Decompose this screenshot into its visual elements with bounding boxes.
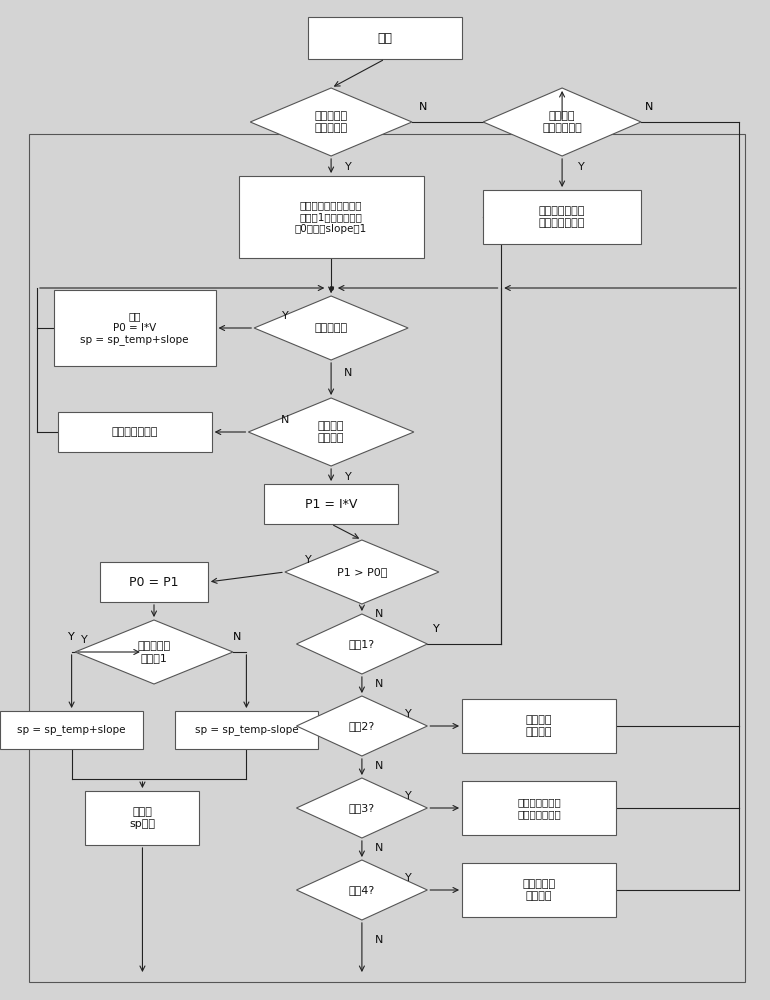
Text: P1 > P0？: P1 > P0？	[336, 567, 387, 577]
FancyBboxPatch shape	[239, 176, 424, 258]
Text: N: N	[375, 935, 383, 945]
Text: Y: Y	[405, 791, 411, 801]
Text: P0 = P1: P0 = P1	[129, 576, 179, 588]
Text: 直通
P0 = I*V
sp = sp_temp+slope: 直通 P0 = I*V sp = sp_temp+slope	[81, 311, 189, 345]
FancyBboxPatch shape	[100, 562, 208, 602]
Text: 直通情况？: 直通情况？	[314, 323, 348, 333]
Text: Y: Y	[82, 635, 88, 645]
Text: Y: Y	[578, 162, 584, 172]
FancyBboxPatch shape	[462, 699, 616, 753]
Polygon shape	[285, 540, 439, 604]
Text: N: N	[375, 843, 383, 853]
FancyBboxPatch shape	[29, 134, 745, 982]
Text: sp = sp_temp+slope: sp = sp_temp+slope	[18, 725, 126, 735]
Polygon shape	[296, 778, 427, 838]
Text: N: N	[375, 609, 383, 619]
Text: 最大功率点找到
保存此时的功率: 最大功率点找到 保存此时的功率	[539, 206, 585, 228]
Polygon shape	[484, 88, 641, 156]
Polygon shape	[296, 696, 427, 756]
Text: 条件2?: 条件2?	[349, 721, 375, 731]
Polygon shape	[296, 614, 427, 674]
FancyBboxPatch shape	[484, 190, 641, 244]
Text: Y: Y	[282, 311, 288, 321]
Text: Y: Y	[345, 162, 351, 172]
Text: N: N	[375, 761, 383, 771]
Text: Y: Y	[305, 555, 311, 565]
FancyBboxPatch shape	[85, 791, 199, 845]
Text: N: N	[281, 415, 289, 425]
Text: 升压不成功
尝试降压: 升压不成功 尝试降压	[522, 879, 556, 901]
Text: 升压或降
压情况？: 升压或降 压情况？	[318, 421, 344, 443]
Text: 输入: 输入	[377, 31, 393, 44]
Text: Y: Y	[68, 632, 75, 642]
Text: 工作点
sp输出: 工作点 sp输出	[129, 807, 156, 829]
FancyBboxPatch shape	[462, 863, 616, 917]
FancyBboxPatch shape	[1, 711, 143, 749]
Text: N: N	[344, 368, 352, 378]
Polygon shape	[75, 620, 233, 684]
Text: P1 = I*V: P1 = I*V	[305, 497, 357, 510]
Text: 升压标志位
是否为1: 升压标志位 是否为1	[137, 641, 171, 663]
Polygon shape	[248, 398, 414, 466]
Text: 条件3?: 条件3?	[349, 803, 375, 813]
Polygon shape	[254, 296, 408, 360]
FancyBboxPatch shape	[263, 484, 399, 524]
FancyBboxPatch shape	[462, 781, 616, 835]
Polygon shape	[296, 860, 427, 920]
Text: Y: Y	[405, 709, 411, 719]
Text: 条件1?: 条件1?	[349, 639, 375, 649]
Text: sp = sp_temp-slope: sp = sp_temp-slope	[195, 725, 298, 735]
Text: N: N	[233, 632, 241, 642]
Text: 算法改变？
功率突变？: 算法改变？ 功率突变？	[314, 111, 348, 133]
Text: 工作点维持不变: 工作点维持不变	[112, 427, 158, 437]
Text: 功率变化
大于设定值？: 功率变化 大于设定值？	[542, 111, 582, 133]
Text: 减小步长
继续寻找: 减小步长 继续寻找	[526, 715, 552, 737]
Text: 升降压均不成功
记录当前工作点: 升降压均不成功 记录当前工作点	[517, 797, 561, 819]
Text: Y: Y	[434, 624, 440, 634]
FancyBboxPatch shape	[54, 290, 216, 366]
FancyBboxPatch shape	[176, 711, 317, 749]
Text: Y: Y	[405, 873, 411, 883]
Text: 初始化、直通、升压标
志位为1，降压标志位
为0，步长slope为1: 初始化、直通、升压标 志位为1，降压标志位 为0，步长slope为1	[295, 200, 367, 234]
Polygon shape	[250, 88, 412, 156]
FancyBboxPatch shape	[308, 17, 462, 59]
Text: N: N	[420, 102, 427, 112]
Text: Y: Y	[345, 472, 351, 482]
Text: N: N	[375, 679, 383, 689]
Text: 条件4?: 条件4?	[349, 885, 375, 895]
FancyBboxPatch shape	[58, 412, 212, 452]
Text: N: N	[644, 102, 653, 112]
